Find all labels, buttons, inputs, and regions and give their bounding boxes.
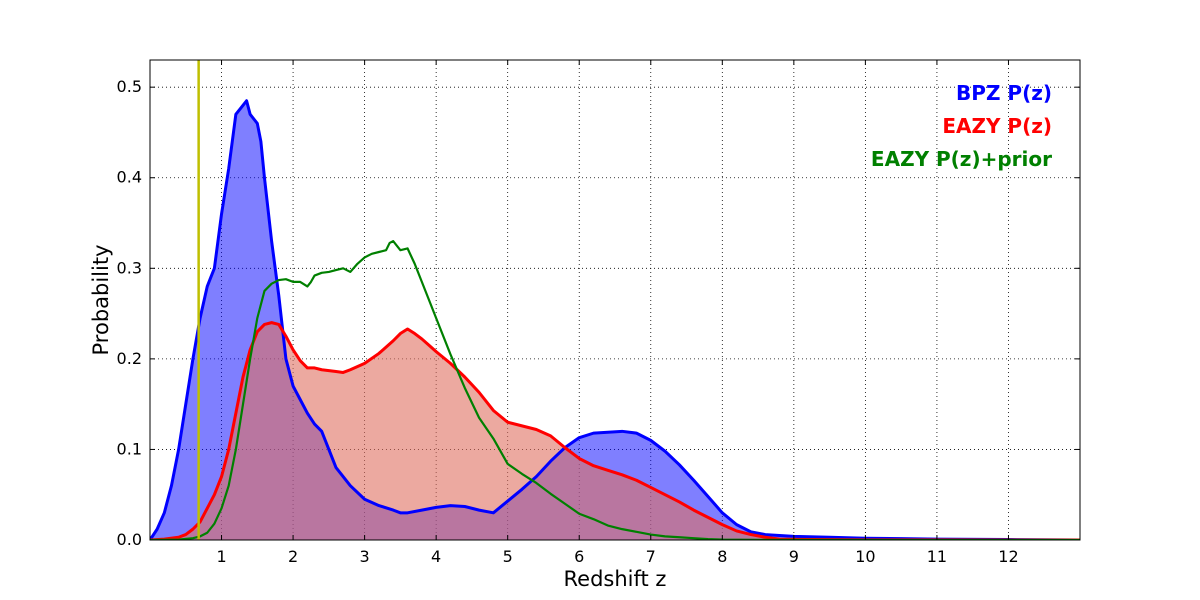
x-tick-label: 11 (927, 547, 947, 566)
series-line-bpz-p-z (150, 99, 1080, 540)
series-line-eazy-p-z (150, 321, 1080, 540)
x-tick-label: 5 (503, 547, 513, 566)
x-tick-label: 9 (789, 547, 799, 566)
legend-entry: BPZ P(z) (956, 81, 1052, 105)
grid-lines (150, 60, 1080, 540)
x-tick-label: 8 (717, 547, 727, 566)
series-fills (150, 100, 1080, 540)
series-lines (150, 60, 1080, 540)
y-tick-label: 0.3 (117, 258, 142, 277)
y-tick-label: 0.1 (117, 439, 142, 458)
y-tick-label: 0.4 (117, 168, 142, 187)
plot-frame (149, 59, 1081, 541)
series-fill-eazy-p-z (150, 322, 1080, 540)
legend: BPZ P(z) EAZY P(z) EAZY P(z)+prior (871, 81, 1052, 171)
legend-entry: EAZY P(z) (942, 114, 1052, 138)
axis-ticks: 1 2 3 4 5 6 7 8 9 10 11 120.00.10.20.30.40.5 (117, 60, 1080, 566)
y-tick-label: 0.2 (117, 349, 142, 368)
x-tick-label: 4 (431, 547, 441, 566)
x-tick-label: 12 (998, 547, 1018, 566)
x-tick-label: 7 (646, 547, 656, 566)
y-tick-label: 0.0 (117, 530, 142, 549)
y-axis-label: Probability (89, 244, 113, 355)
x-axis-label: Redshift z (564, 567, 667, 591)
x-tick-label: 6 (574, 547, 584, 566)
x-tick-label: 3 (360, 547, 370, 566)
x-tick-label: 2 (288, 547, 298, 566)
series-line-eazy-p-z-prior (150, 240, 1080, 540)
x-tick-label: 10 (855, 547, 875, 566)
x-tick-label: 1 (216, 547, 226, 566)
legend-entry: EAZY P(z)+prior (871, 147, 1052, 171)
y-tick-label: 0.5 (117, 77, 142, 96)
